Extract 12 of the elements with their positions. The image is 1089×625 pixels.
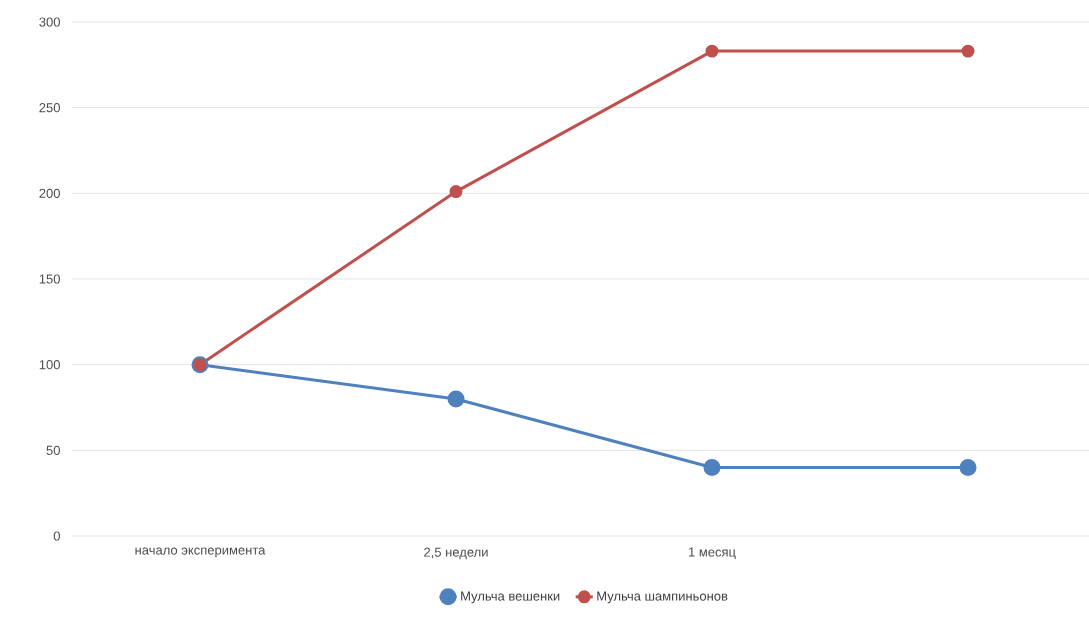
y-tick-label: 150	[39, 274, 60, 284]
x-tick-label: начало эксперимента	[135, 547, 266, 558]
x-tick-label: 1 месяц	[688, 547, 736, 560]
y-tick-label: 250	[39, 103, 60, 113]
y-tick-label: 50	[46, 445, 60, 455]
legend-label: Мульча шампиньонов	[597, 591, 728, 604]
y-tick-label: 200	[39, 188, 60, 198]
y-tick-label: 0	[53, 531, 60, 541]
legend-label: Мульча вешенки	[461, 591, 560, 604]
y-tick-label: 100	[39, 360, 60, 370]
y-tick-label: 300	[39, 17, 60, 27]
x-tick-label: 2,5 недели	[424, 547, 488, 560]
